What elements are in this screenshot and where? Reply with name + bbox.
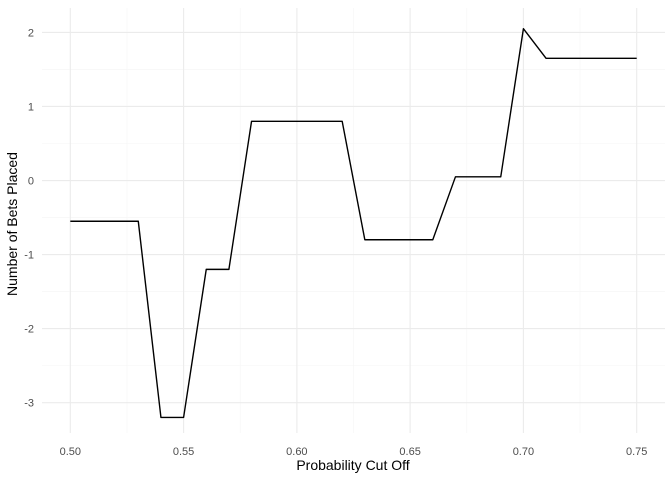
minor-gridlines [42, 8, 665, 433]
x-tick-label: 0.55 [173, 446, 194, 458]
y-tick-label: 2 [28, 27, 34, 39]
series-line-0 [70, 28, 637, 419]
y-tick-label: -1 [24, 250, 34, 262]
x-tick-label: 0.75 [626, 446, 647, 458]
series-layer [70, 28, 637, 419]
major-gridlines [42, 8, 665, 433]
y-tick-label: -2 [24, 324, 34, 336]
x-tick-labels: 0.50 0.55 0.60 0.65 0.70 0.75 [60, 446, 648, 458]
x-axis-title: Probability Cut Off [296, 457, 409, 473]
y-tick-label: 0 [28, 176, 34, 188]
x-tick-label: 0.65 [399, 446, 420, 458]
y-tick-label: -3 [24, 398, 34, 410]
y-tick-label: 1 [28, 101, 34, 113]
x-tick-label: 0.50 [60, 446, 81, 458]
y-axis-title: Number of Bets Placed [4, 152, 20, 296]
x-tick-label: 0.60 [286, 446, 307, 458]
y-tick-labels: -3 -2 -1 0 1 2 [24, 27, 34, 409]
x-tick-label: 0.70 [513, 446, 534, 458]
